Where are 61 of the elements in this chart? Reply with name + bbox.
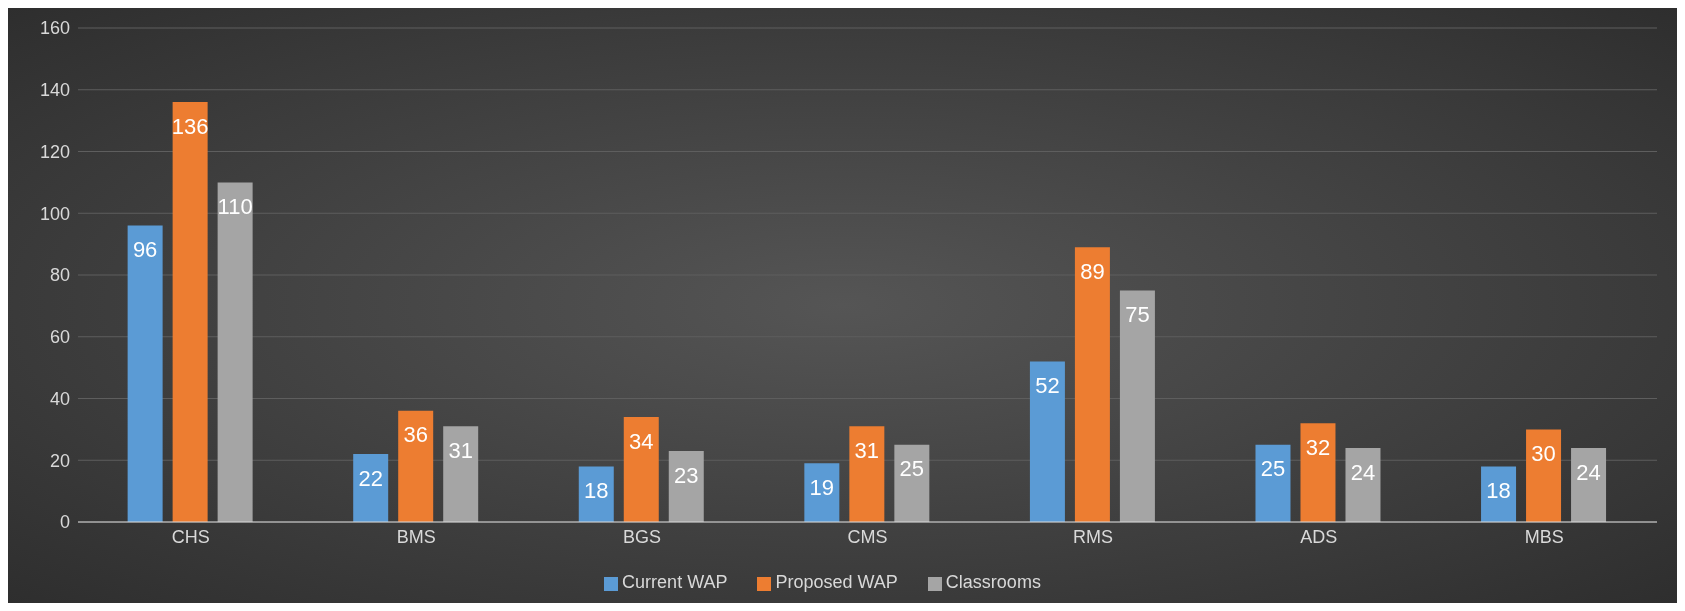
data-label: 18 <box>584 478 609 504</box>
legend-label: Current WAP <box>622 572 728 592</box>
x-tick-label: BGS <box>622 526 661 547</box>
bar <box>172 102 208 522</box>
y-tick-label: 100 <box>39 203 70 224</box>
data-label: 89 <box>1080 258 1105 284</box>
bar <box>217 182 253 522</box>
data-label: 24 <box>1576 459 1601 485</box>
bar <box>1300 423 1336 522</box>
x-tick-label: CMS <box>847 526 888 547</box>
y-tick-label: 140 <box>39 80 70 101</box>
data-label: 32 <box>1305 434 1331 460</box>
data-label: 136 <box>171 113 209 139</box>
bar <box>804 463 840 522</box>
x-tick-label: BMS <box>396 526 436 547</box>
data-label: 75 <box>1125 302 1150 328</box>
y-tick-label: 20 <box>49 450 70 471</box>
data-label: 25 <box>899 456 925 482</box>
y-tick-label: 40 <box>49 388 70 409</box>
bar <box>578 466 614 522</box>
x-tick-label: ADS <box>1300 526 1338 547</box>
data-label: 110 <box>217 193 253 219</box>
bar <box>1119 290 1155 522</box>
x-tick-label: MBS <box>1524 526 1564 547</box>
bar <box>623 417 659 522</box>
y-tick-label: 80 <box>49 265 70 286</box>
bar <box>1255 444 1291 522</box>
data-label: 30 <box>1531 440 1556 466</box>
bar <box>443 426 479 522</box>
bar <box>398 410 434 522</box>
bar <box>849 426 885 522</box>
bar <box>1571 447 1607 522</box>
data-label: 31 <box>448 437 473 463</box>
bar <box>1481 466 1517 522</box>
data-label: 52 <box>1035 373 1060 399</box>
data-label: 22 <box>358 465 383 491</box>
data-label: 19 <box>809 474 835 500</box>
data-label: 23 <box>674 462 699 488</box>
data-label: 18 <box>1486 478 1511 504</box>
y-tick-label: 60 <box>49 327 70 348</box>
data-label: 34 <box>629 428 654 454</box>
data-label: 24 <box>1350 459 1376 485</box>
legend-label: Classrooms <box>945 572 1041 592</box>
bar <box>1074 247 1110 522</box>
y-tick-label: 0 <box>59 512 70 533</box>
data-label: 25 <box>1260 456 1286 482</box>
y-tick-label: 120 <box>39 141 70 162</box>
data-label: 96 <box>132 237 158 263</box>
data-label: 36 <box>403 422 428 448</box>
x-tick-label: CHS <box>171 526 210 547</box>
bar <box>1526 429 1562 522</box>
legend-label: Proposed WAP <box>775 572 898 592</box>
y-tick-label: 160 <box>39 18 70 39</box>
bar <box>894 444 930 522</box>
bar <box>668 450 704 522</box>
bar <box>127 225 163 522</box>
data-label: 31 <box>854 437 880 463</box>
bar <box>353 454 389 522</box>
bar <box>1345 447 1381 522</box>
x-tick-label: RMS <box>1073 526 1114 547</box>
bar <box>1029 361 1065 522</box>
